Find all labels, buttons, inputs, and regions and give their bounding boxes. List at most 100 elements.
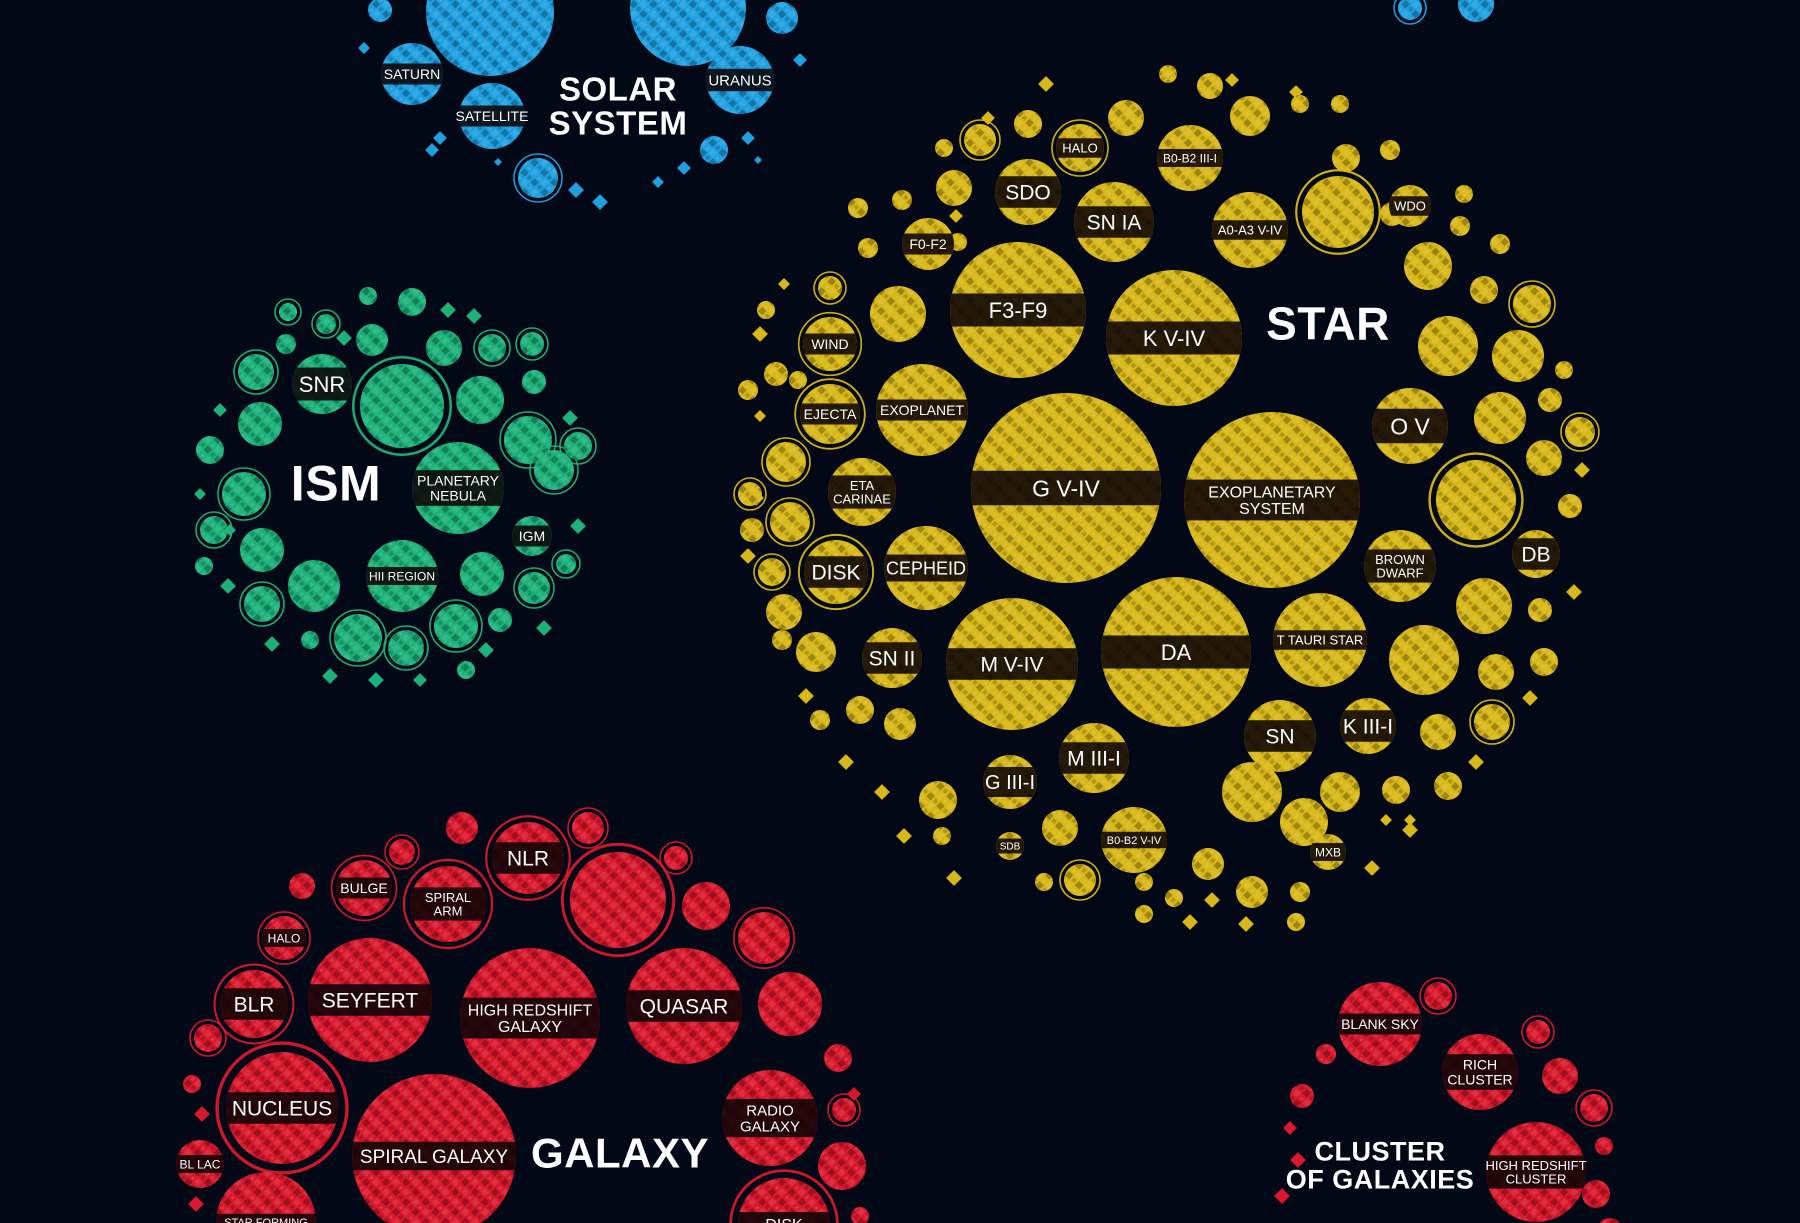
star-g-v-iv-label: G V-IV xyxy=(1032,475,1100,501)
ism-sparkle xyxy=(220,578,236,594)
ism-bubble xyxy=(240,528,284,572)
ism-sparkle xyxy=(194,488,206,500)
star-bubble xyxy=(1455,185,1473,203)
galaxy-bubble xyxy=(682,882,730,930)
star-bubble xyxy=(1222,762,1282,822)
star-ejecta-label: EJECTA xyxy=(804,406,857,422)
solar-bubble xyxy=(1458,0,1494,22)
star-wdo-label: WDO xyxy=(1394,199,1426,214)
star-bubble xyxy=(1456,578,1512,634)
ism-bubble xyxy=(196,436,224,464)
star-bubble xyxy=(765,497,815,547)
star-brown-dwarf-label: BROWN DWARF xyxy=(1375,552,1425,581)
star-bubble xyxy=(757,301,775,319)
galaxy-spiral-galaxy-label: SPIRAL GALAXY xyxy=(360,1147,509,1168)
star-sn-ii-label-band xyxy=(862,642,922,674)
ism-bubble xyxy=(217,467,271,521)
galaxy-bubble xyxy=(758,972,822,1036)
galaxy-nucleus-label-band xyxy=(226,1092,338,1124)
star-bubble xyxy=(1230,96,1270,136)
galaxy-disk-label: DISK xyxy=(765,1217,803,1223)
star-bubble xyxy=(1404,242,1452,290)
star-bubble xyxy=(1492,330,1544,382)
star-sparkle xyxy=(981,111,995,125)
solar-saturn-label-band xyxy=(381,63,443,85)
ism-snr-label-band xyxy=(292,367,352,401)
star-sn-ii-label: SN II xyxy=(869,648,916,671)
star-bubble xyxy=(1332,144,1360,172)
ism-hii-region-label: HII REGION xyxy=(369,569,435,583)
star-f3-f9-label: F3-F9 xyxy=(989,298,1048,323)
star-bubble xyxy=(1135,873,1153,891)
star-bubble xyxy=(1418,316,1478,376)
star-halo-label: HALO xyxy=(1062,141,1097,156)
star-bubble xyxy=(1165,889,1183,907)
star-sn-label-band xyxy=(1244,720,1316,752)
star-bubble xyxy=(1331,95,1349,113)
star-db-label-band xyxy=(1512,538,1560,570)
star-da-label-band xyxy=(1101,635,1251,669)
galaxy-bulge-label-band xyxy=(336,877,392,899)
solar-sparkle xyxy=(425,143,439,157)
ism-sparkle xyxy=(536,620,552,636)
star-bubble xyxy=(772,630,792,650)
cluster-bubble xyxy=(1290,1084,1314,1108)
star-eta-carinae-label-band xyxy=(828,475,896,509)
solar-sparkle xyxy=(433,131,447,145)
star-b0-b2-iii-i-label: B0-B2 III-I xyxy=(1163,151,1217,165)
cluster-bubble xyxy=(1542,1058,1578,1094)
solar-sparkle xyxy=(793,53,807,67)
solar-bubble xyxy=(700,136,728,164)
galaxy-bubble xyxy=(189,1019,227,1057)
cluster-rich-cluster-label: RICH CLUSTER xyxy=(1447,1057,1512,1088)
star-bubble xyxy=(1159,65,1177,83)
galaxy-bubble xyxy=(851,1207,869,1223)
star-sparkle xyxy=(798,688,814,704)
galaxy-bubble xyxy=(560,842,676,958)
star-bubble xyxy=(848,198,868,218)
solar-sparkle xyxy=(652,176,664,188)
galaxy-spiral-arm-label: SPIRAL ARM xyxy=(425,890,471,919)
galaxy-halo-label-band xyxy=(262,929,306,947)
star-bubble xyxy=(919,781,957,819)
ism-bubble xyxy=(398,288,426,316)
cluster-blank-sky-label: BLANK SKY xyxy=(1341,1016,1419,1032)
ism-igm-label-band xyxy=(512,525,552,547)
star-bubble xyxy=(1508,280,1556,328)
galaxy-radio-galaxy-label: RADIO GALAXY xyxy=(740,1103,800,1136)
star-sparkle xyxy=(1204,892,1220,908)
star-sparkle xyxy=(778,278,790,290)
star-g-v-iv-label-band xyxy=(971,470,1161,506)
star-bubble xyxy=(936,170,972,206)
galaxy-star-forming-label-band xyxy=(216,1213,316,1223)
star-bubble xyxy=(1474,392,1526,444)
star-sparkle xyxy=(874,784,890,800)
star-bubble xyxy=(858,238,878,258)
ism-planetary-nebula-label-band xyxy=(412,470,504,506)
ism-sparkle xyxy=(264,636,280,652)
star-bubble xyxy=(1450,216,1470,236)
galaxy-star-forming-label: STAR FORMING xyxy=(224,1217,308,1223)
galaxy-blr-label: BLR xyxy=(234,994,275,1017)
star-sparkle xyxy=(1574,462,1590,478)
star-sdb-label-band xyxy=(996,838,1024,854)
star-t-tauri-star-label-band xyxy=(1273,630,1367,650)
ism-bubble xyxy=(239,581,285,627)
galaxy-star-forming-bubble xyxy=(216,1172,316,1223)
star-k-v-iv-label: K V-IV xyxy=(1143,326,1206,351)
star-bubble xyxy=(1420,714,1456,750)
star-g-iii-i-label-band xyxy=(983,767,1037,797)
star-bubble xyxy=(1287,913,1305,931)
solar-sparkle xyxy=(754,156,762,164)
star-mxb-label: MXB xyxy=(1315,845,1341,859)
star-exoplanet-label: EXOPLANET xyxy=(880,402,964,418)
ism-bubble xyxy=(499,411,557,469)
ism-sparkle xyxy=(562,410,578,426)
cluster-high-redshift-cluster-label: HIGH REDSHIFT CLUSTER xyxy=(1485,1158,1586,1187)
ism-bubble xyxy=(238,402,282,446)
ism-bubble xyxy=(473,329,511,367)
ism-bubble xyxy=(311,309,341,339)
cluster-bubble xyxy=(1575,1089,1613,1127)
ism-bubble xyxy=(460,552,504,596)
